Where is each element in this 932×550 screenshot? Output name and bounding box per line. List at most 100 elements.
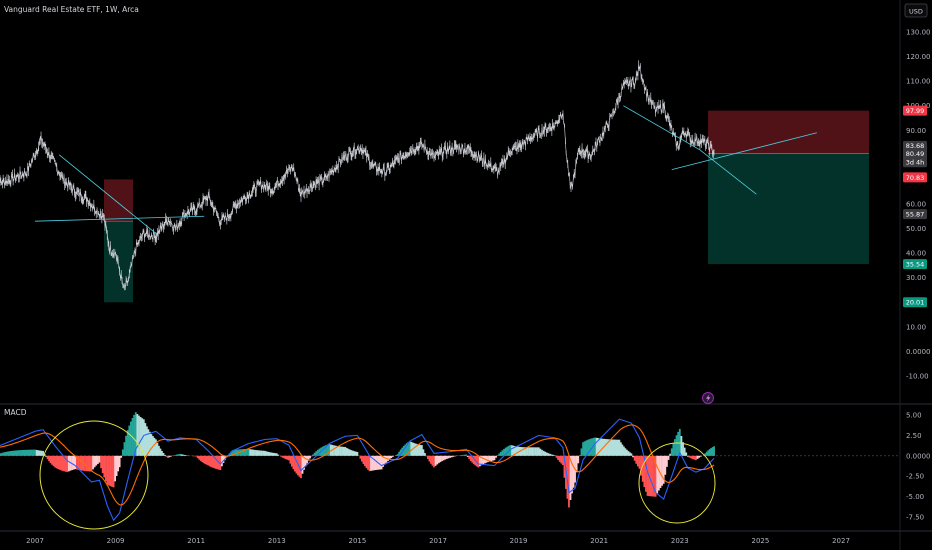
macd-histogram-bar (480, 455, 483, 466)
macd-histogram-bar (63, 455, 66, 472)
macd-histogram-bar (520, 447, 523, 456)
macd-histogram-bar (638, 455, 641, 469)
time-tick-label: 2023 (671, 537, 689, 545)
macd-histogram-bar (601, 438, 604, 456)
trend-lines (34, 105, 817, 234)
macd-histogram-bar (123, 442, 126, 456)
macd-histogram-bar (495, 455, 497, 458)
macd-histogram-bar (55, 455, 58, 469)
macd-histogram-bar (17, 450, 19, 456)
macd-histogram-bar (142, 419, 145, 456)
macd-histogram-bar (136, 414, 139, 456)
macd-histogram-bar (182, 454, 185, 456)
price-axis[interactable]: 130.00120.00110.00100.0090.0080.0070.006… (906, 29, 931, 381)
macd-histogram-bar (80, 455, 83, 471)
macd-histogram-bar (506, 446, 509, 456)
macd-histogram-bar (603, 438, 606, 456)
macd-histogram-bar (699, 455, 702, 457)
macd-histogram-bar (158, 445, 160, 456)
macd-histogram-bar (636, 455, 639, 467)
macd-histogram-bar (424, 452, 426, 456)
macd-histogram-bar (117, 455, 120, 472)
macd-histogram-bar (40, 450, 43, 456)
macd-histogram-bar (339, 446, 342, 456)
macd-histogram-bar (222, 455, 225, 464)
macd-histogram-bar (46, 455, 49, 460)
macd-histogram-bar (341, 446, 343, 456)
macd-histogram-bar (364, 455, 366, 467)
macd-histogram-bar (395, 454, 397, 456)
macd-histogram-bar (3, 452, 5, 456)
macd-histogram-bar (52, 455, 55, 467)
macd-histogram-bar (589, 438, 592, 456)
macd-histogram-bar (139, 417, 142, 456)
macd-histogram-bar (34, 449, 36, 456)
macd-histogram-bar (450, 455, 453, 458)
macd-histogram-bar (402, 446, 405, 456)
macd-histogram-bar (32, 449, 35, 456)
macd-histogram-bar (170, 455, 172, 457)
macd-histogram-bar (686, 455, 689, 457)
macd-histogram-bar (321, 446, 324, 456)
macd-histogram-bar (342, 446, 345, 456)
macd-histogram-bar (201, 455, 204, 463)
highlight-ellipse-2023 (638, 442, 716, 524)
macd-histogram-bar (57, 455, 60, 470)
macd-histogram-bar (622, 446, 625, 456)
macd-histogram-bar (230, 451, 232, 456)
macd-histogram-bar (138, 415, 140, 456)
lightning-icon[interactable] (702, 392, 714, 404)
macd-histogram-bar (512, 445, 515, 456)
time-axis[interactable]: 2007 2009 2011 2013 2015 2017 2019 2021 2023 2025… (26, 537, 850, 545)
macd-histogram-bar (616, 439, 619, 456)
macd-histogram-bar (21, 450, 24, 456)
macd-histogram-bar (595, 437, 598, 456)
macd-histogram-bar (626, 449, 628, 456)
macd-histogram-bar (133, 414, 136, 456)
macd-histogram-bar (72, 455, 75, 470)
macd-histogram-bar (31, 449, 33, 456)
macd-histogram-bar (7, 451, 10, 456)
macd-histogram-bar (524, 447, 527, 456)
macd-histogram-bar (433, 455, 435, 468)
macd-histogram-bar (336, 445, 339, 456)
macd-histogram-bar (577, 455, 580, 464)
macd-histogram-bar (649, 455, 652, 497)
macd-histogram-bar (105, 455, 107, 482)
macd-histogram-bar (374, 455, 377, 471)
macd-histogram-bar (202, 455, 205, 464)
macd-histogram-bar (575, 455, 578, 473)
macd-histogram-bar (145, 426, 148, 456)
macd-histogram-bar (609, 439, 612, 456)
macd-histogram-bar (147, 429, 150, 456)
macd-histogram-bar (427, 455, 429, 460)
macd-histogram-bar (77, 455, 80, 470)
macd-histogram-bar (555, 455, 558, 458)
macd-histogram-bar (633, 455, 636, 461)
price-badge (903, 140, 927, 151)
macd-histogram-bar (265, 451, 268, 456)
macd-histogram-bar (544, 451, 547, 456)
time-tick-label: 2027 (832, 537, 850, 545)
macd-histogram-bar (344, 447, 347, 456)
macd-histogram-bar (115, 455, 118, 477)
macd-histogram-bar (398, 451, 401, 456)
macd-histogram-bar (307, 455, 310, 461)
macd-histogram-bar (477, 455, 480, 468)
macd-histogram-bar (468, 455, 471, 460)
macd-histogram-bar (413, 443, 416, 456)
macd-histogram-bar (323, 445, 326, 456)
macd-histogram-bar (54, 455, 57, 468)
macd-histogram-bar (244, 448, 247, 456)
macd-histogram-bar (211, 455, 214, 468)
currency-button[interactable]: USD (904, 3, 928, 18)
macd-histogram-bar (420, 445, 423, 456)
macd-histogram-bar (537, 447, 540, 456)
macd-histogram-bar (659, 455, 662, 488)
macd-histogram-bar (582, 442, 584, 456)
macd-histogram-bar (144, 423, 147, 456)
macd-axis[interactable]: 5.00 2.50 0.0000 -2.50 -5.00 -7.50 (906, 412, 931, 522)
macd-histogram-bar (533, 447, 535, 456)
